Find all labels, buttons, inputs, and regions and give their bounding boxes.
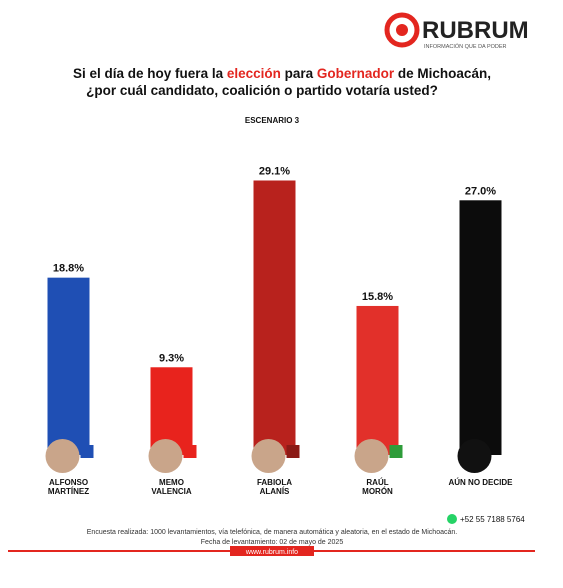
title-part: Si el día de hoy fuera la: [73, 66, 227, 81]
party-logo: [183, 445, 197, 458]
bar: [459, 200, 502, 455]
logo-ring: [384, 12, 420, 48]
value-label: 27.0%: [465, 185, 496, 197]
candidate-name: VALENCIA: [151, 487, 192, 496]
title-highlight: Gobernador: [317, 66, 395, 81]
candidate-photo: [45, 439, 80, 473]
party-logo: [80, 445, 94, 458]
tagline: INFORMACIÓN QUE DA PODER: [424, 43, 507, 50]
candidate-name: MORÓN: [362, 487, 393, 496]
website-box: [230, 546, 314, 556]
value-label: 18.8%: [53, 263, 84, 275]
title-part: de Michoacán,: [394, 66, 491, 81]
candidate-name: FABIOLA: [257, 478, 292, 487]
candidate-name: ALANÍS: [260, 487, 290, 496]
candidate-photo: [354, 439, 389, 473]
bar: [253, 180, 296, 456]
title-highlight: elección: [227, 66, 281, 81]
website: www.rubrum.info: [245, 549, 298, 556]
candidate-photo: [148, 439, 183, 473]
logo-dot: [396, 24, 408, 36]
date: Fecha de levantamiento: 02 de mayo de 20…: [201, 539, 344, 546]
title-part: ¿por cuál candidato, coalición o partido…: [86, 83, 438, 98]
whatsapp-icon: [447, 514, 457, 524]
phone: +52 55 7188 5764: [460, 515, 525, 524]
candidate-name: MEMO: [159, 478, 184, 487]
candidate-name: ALFONSO: [49, 478, 88, 487]
value-label: 15.8%: [362, 291, 393, 303]
bar: [356, 305, 399, 455]
value-label: 9.3%: [159, 352, 184, 364]
subtitle: ESCENARIO 3: [245, 116, 300, 125]
value-label: 29.1%: [259, 165, 290, 177]
candidate-name: MARTÍNEZ: [48, 487, 89, 496]
title-line: Si el día de hoy fuera la elección para …: [73, 66, 491, 81]
title-line: ¿por cuál candidato, coalición o partido…: [86, 83, 438, 98]
candidate-name: AÚN NO DECIDE: [448, 478, 513, 487]
candidate-name: RAÚL: [366, 478, 388, 487]
candidate-photo: [457, 439, 492, 473]
bar: [47, 277, 90, 455]
note: Encuesta realizada: 1000 levantamientos,…: [87, 529, 458, 536]
brand: RUBRUM: [422, 17, 529, 44]
candidate-photo: [251, 439, 286, 473]
title-part: para: [281, 66, 317, 81]
party-logo: [286, 445, 300, 458]
party-logo: [389, 445, 403, 458]
